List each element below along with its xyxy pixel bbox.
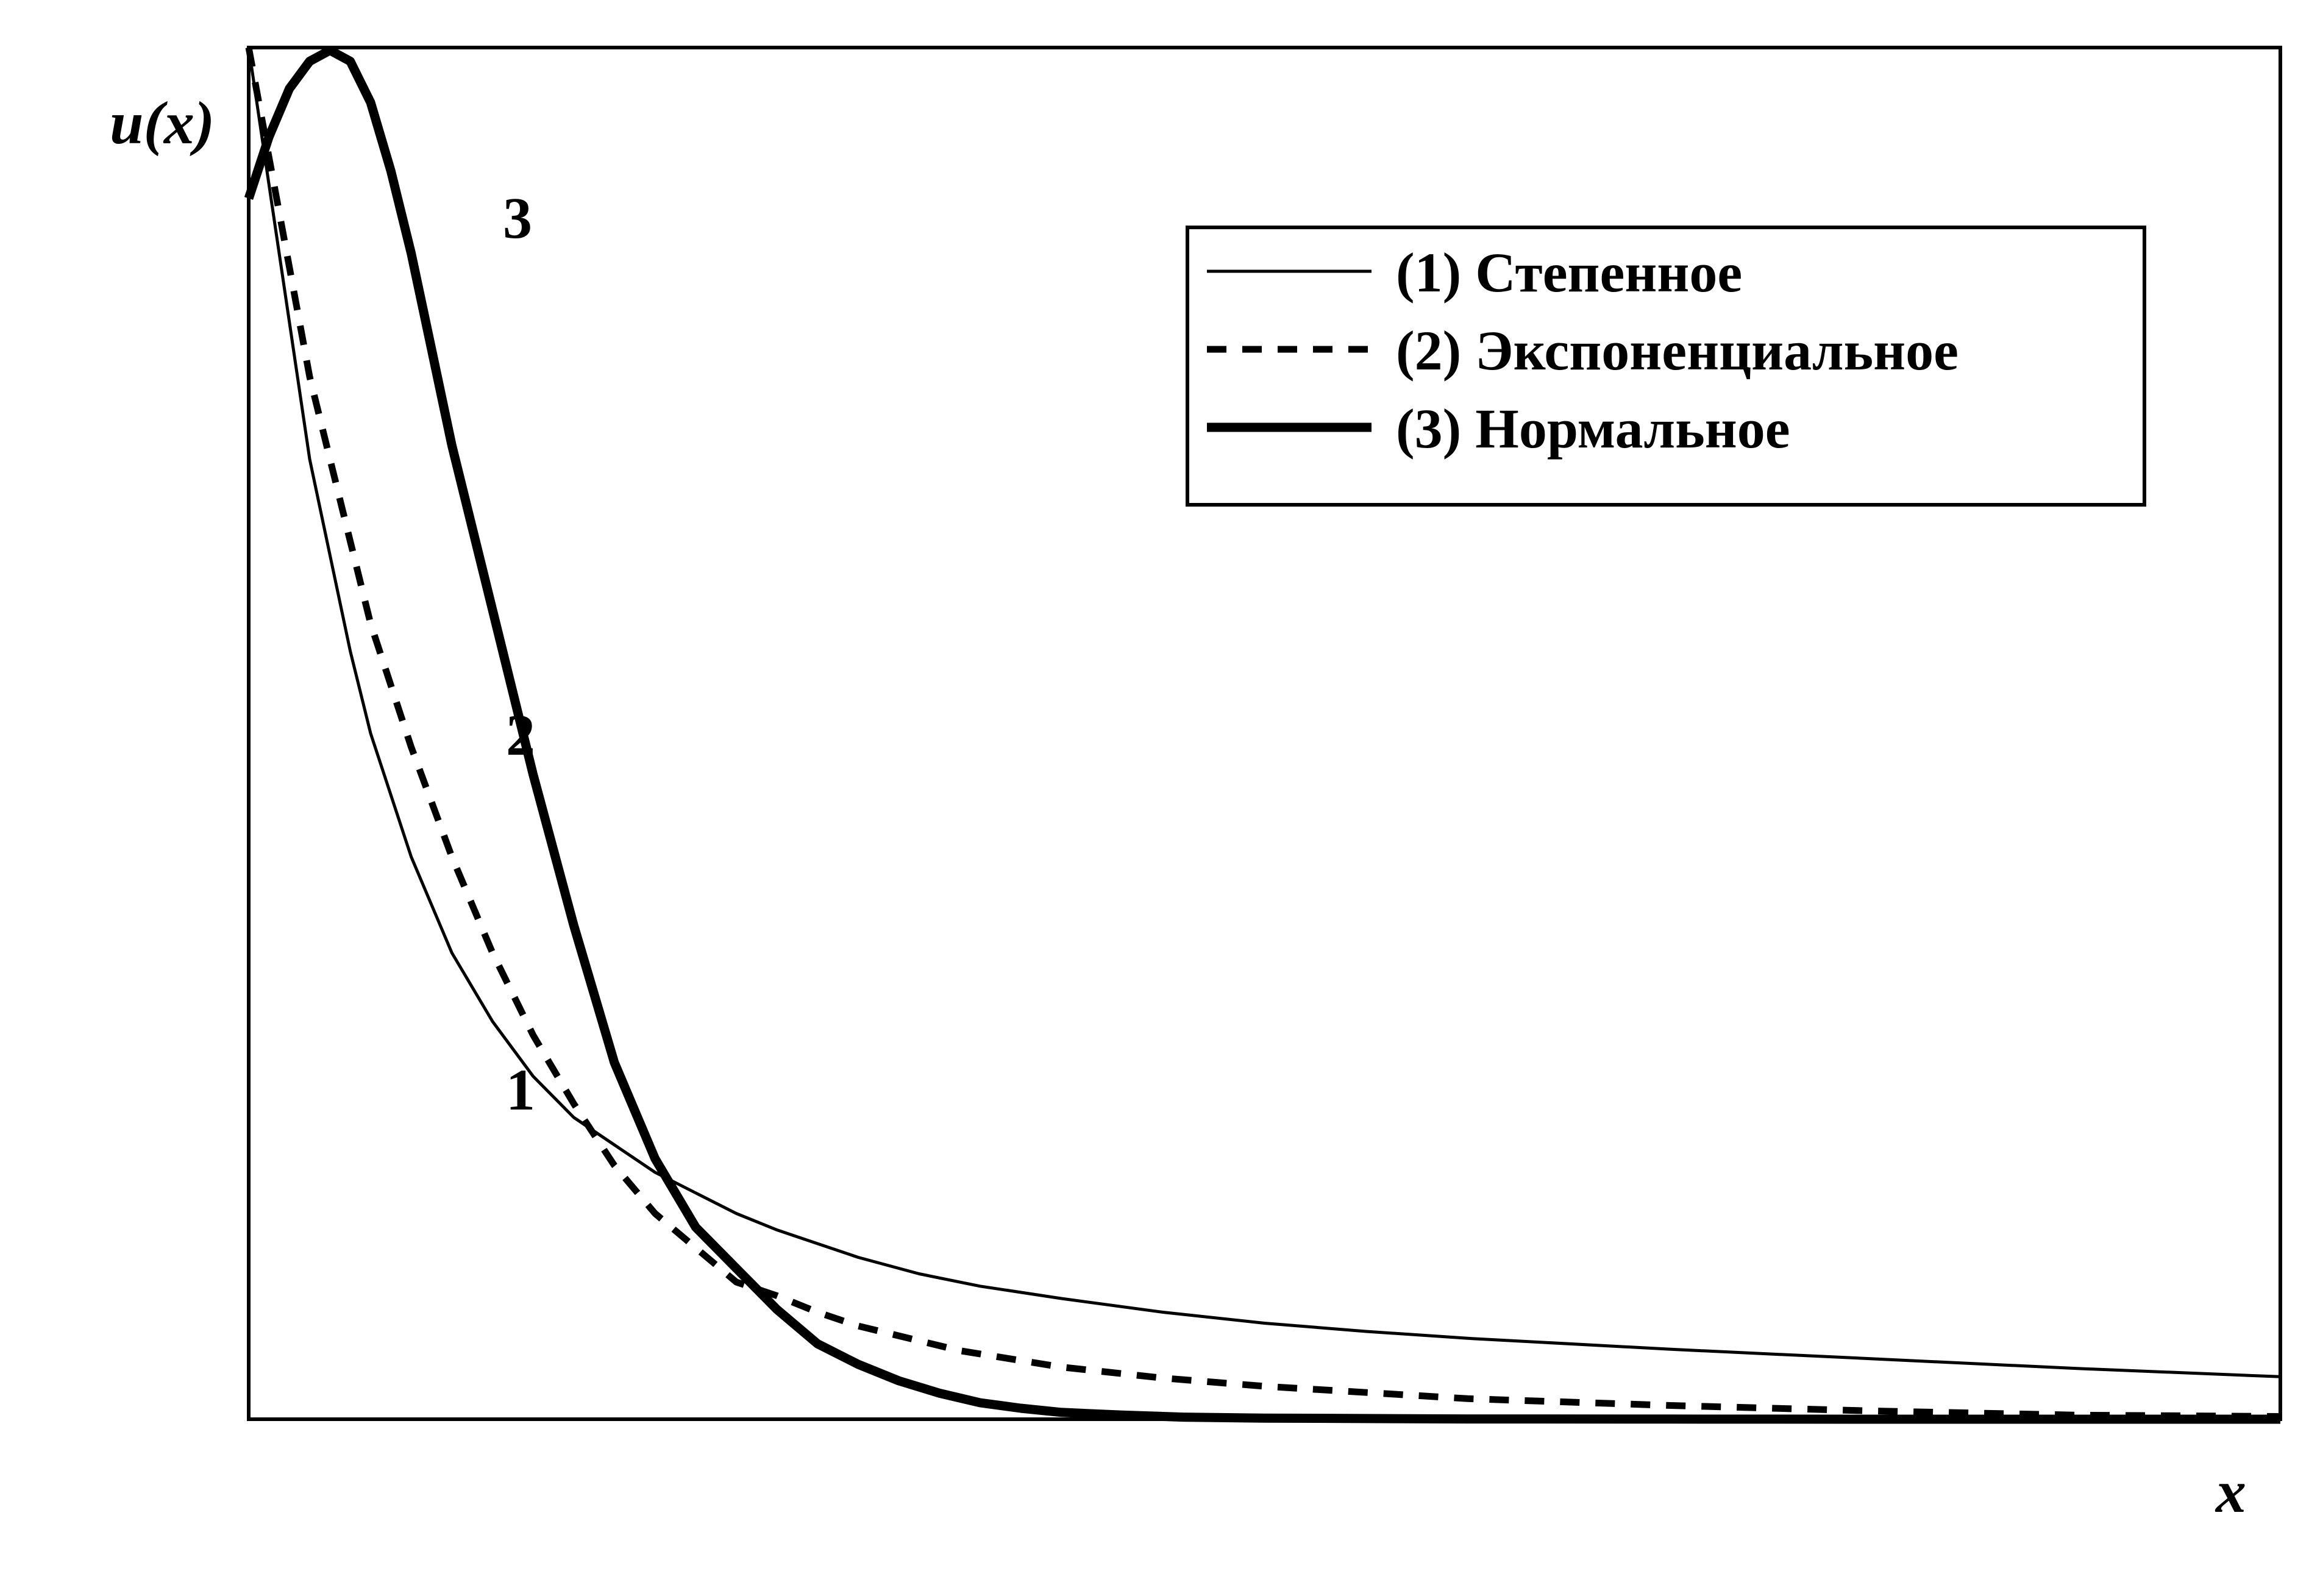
curve-label-2: 2 (506, 702, 535, 768)
legend-box (1186, 226, 2146, 507)
curve-labels: 1 2 3 (503, 185, 535, 1122)
legend-items: (1) Степенное (2) Экспоненциальное (3) Нор… (1207, 241, 1959, 460)
series-line-3 (244, 46, 2280, 1424)
x-axis-label: x (2215, 1458, 2246, 1525)
y-axis-label: u(x) (110, 89, 215, 157)
series-line-2 (245, 46, 2281, 1420)
legend: (1) Степенное (2) Экспоненциальное (3) Нор… (1186, 226, 2146, 507)
curves (244, 46, 2281, 1424)
legend-label-1: (1) Степенное (1396, 241, 1742, 304)
legend-label-3: (3) Нормальное (1396, 397, 1790, 460)
legend-label-2: (2) Экспоненциальное (1396, 319, 1959, 382)
curve-label-1: 1 (506, 1057, 535, 1122)
curve-label-3: 3 (503, 185, 532, 251)
series-line-1 (247, 47, 2281, 1378)
